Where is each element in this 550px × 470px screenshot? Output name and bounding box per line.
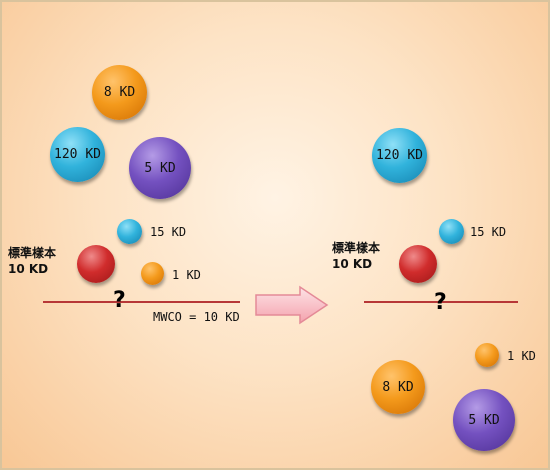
molecule-label: 8 KD: [382, 379, 414, 395]
molecule-label: 120 KD: [54, 147, 101, 162]
question-mark-right: ?: [434, 290, 447, 315]
standard-sample-label: 標準樣本 10 KD: [8, 246, 57, 276]
molecule-120kd-retained: 120 KD: [372, 128, 427, 183]
molecule-label: 5 KD: [468, 412, 500, 428]
molecule-1kd-passed: [475, 343, 499, 367]
label-15kd: 15 KD: [150, 225, 187, 239]
molecule-120kd: 120 KD: [50, 127, 105, 182]
membrane-line-right: [364, 301, 518, 303]
standard-sample-label-right: 標準樣本 10 KD: [332, 241, 381, 271]
membrane-line-left: [43, 301, 240, 303]
question-mark-left: ?: [113, 288, 126, 313]
label-15kd-right: 15 KD: [470, 225, 507, 239]
label-1kd: 1 KD: [172, 268, 201, 282]
molecule-label: 120 KD: [376, 148, 423, 163]
molecule-5kd: 5 KD: [129, 137, 191, 199]
molecule-15kd-retained: [439, 219, 464, 244]
label-1kd-right: 1 KD: [507, 349, 536, 363]
mwco-label: MWCO = 10 KD: [153, 310, 240, 324]
molecule-1kd: [141, 262, 164, 285]
molecule-5kd-passed: 5 KD: [453, 389, 515, 451]
molecule-standard-10kd-right: [399, 245, 437, 283]
molecule-8kd: 8 KD: [92, 65, 147, 120]
molecule-label: 5 KD: [144, 160, 176, 176]
molecule-label: 8 KD: [103, 85, 136, 100]
molecule-15kd: [117, 219, 142, 244]
arrow-right-icon: [255, 285, 329, 325]
molecule-standard-10kd: [77, 245, 115, 283]
molecule-8kd-passed: 8 KD: [371, 360, 425, 414]
